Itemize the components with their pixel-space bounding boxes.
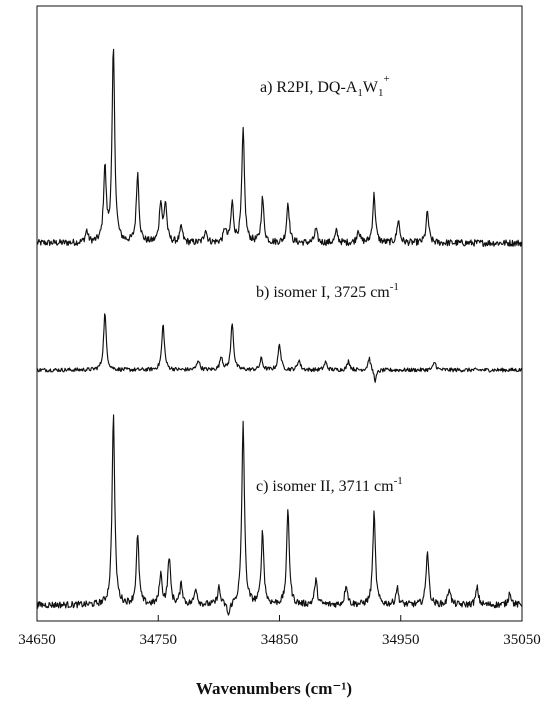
x-tick-label-4: 35050 [503, 632, 541, 648]
panel-label-c: c) isomer II, 3711 cm-1 [256, 475, 403, 495]
trace-c [36, 414, 523, 616]
x-axis-ticks: 34650 34750 34850 34950 35050 [18, 615, 541, 648]
panel-label-a: a) R2PI, DQ-A1W1+ [260, 73, 390, 99]
x-tick-label-1: 34750 [140, 632, 178, 648]
x-tick-label-0: 34650 [18, 632, 56, 648]
trace-a [36, 48, 523, 247]
x-axis-title: Wavenumbers (cm⁻¹) [196, 679, 352, 698]
x-tick-label-3: 34950 [382, 632, 420, 648]
trace-b [36, 313, 523, 383]
x-tick-label-2: 34850 [261, 632, 299, 648]
plot-frame [36, 5, 523, 622]
panel-label-b: b) isomer I, 3725 cm-1 [256, 281, 399, 301]
